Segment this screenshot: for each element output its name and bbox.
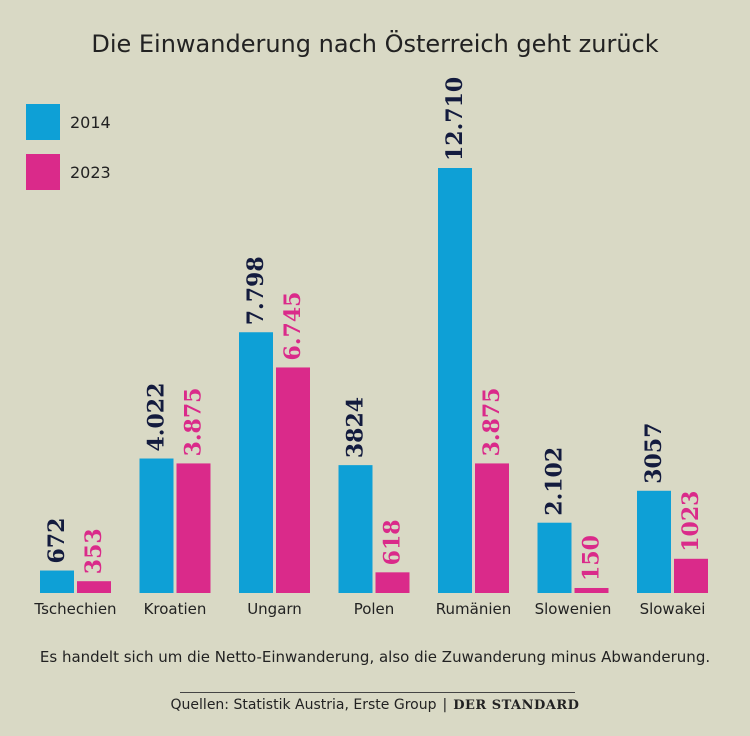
footnote: Es handelt sich um die Netto-Einwanderun… (39, 648, 711, 666)
brand-logo: DER STANDARD (453, 698, 580, 713)
category-label-rumänien: Rumänien (436, 600, 511, 618)
category-label-ungarn: Ungarn (247, 600, 302, 618)
bar-2014-slowakei (637, 490, 671, 593)
bar-2023-ungarn (276, 367, 310, 593)
bar-2014-ungarn (239, 332, 273, 593)
bar-2023-tschechien (77, 581, 111, 593)
bar-2023-slowakei (674, 558, 708, 593)
category-label-slowenien: Slowenien (535, 600, 612, 618)
bar-2023-slowenien (574, 587, 609, 593)
legend-label-2023: 2023 (70, 163, 111, 182)
bar-2014-rumänien (438, 168, 472, 593)
bar-2023-kroatien (176, 463, 211, 593)
category-label-polen: Polen (354, 600, 395, 618)
source-separator: | (442, 697, 448, 713)
category-label-tschechien: Tschechien (33, 600, 116, 618)
bar-2014-polen (338, 465, 373, 593)
footer-rule (180, 692, 575, 693)
data-label-2014-slowakei: 3057 (641, 423, 667, 484)
bar-2023-rumänien (475, 463, 509, 593)
data-label-2023-ungarn: 6.745 (280, 292, 306, 361)
data-label-2014-slowenien: 2.102 (542, 447, 568, 516)
bar-2014-kroatien (139, 458, 174, 593)
legend-swatch-2014 (26, 104, 60, 140)
bar-2014-tschechien (40, 570, 74, 593)
data-label-2014-rumänien: 12.710 (442, 77, 468, 161)
legend-swatch-2023 (26, 154, 60, 190)
legend-label-2014: 2014 (70, 113, 111, 132)
bar-chart: 672 353 Tschechien 4.022 3.875 Kroatien 7.798 6… (33, 77, 708, 618)
data-label-2023-rumänien: 3.875 (479, 388, 505, 457)
data-label-2023-tschechien: 353 (81, 528, 107, 574)
bar-2014-slowenien (537, 522, 572, 593)
data-label-2014-polen: 3824 (343, 397, 369, 458)
source-line: Quellen: Statistik Austria, Erste Group |… (0, 697, 750, 713)
source-text: Quellen: Statistik Austria, Erste Group (170, 697, 437, 713)
data-label-2023-polen: 618 (380, 519, 406, 565)
bar-2023-polen (375, 572, 410, 593)
category-label-kroatien: Kroatien (144, 600, 207, 618)
data-label-2014-kroatien: 4.022 (144, 383, 170, 452)
chart-title: Die Einwanderung nach Österreich geht zu… (91, 30, 659, 58)
data-label-2014-tschechien: 672 (44, 518, 70, 564)
category-label-slowakei: Slowakei (640, 600, 706, 618)
data-label-2023-slowakei: 1023 (678, 491, 704, 552)
data-label-2014-ungarn: 7.798 (243, 256, 269, 325)
data-label-2023-slowenien: 150 (579, 535, 605, 581)
data-label-2023-kroatien: 3.875 (181, 388, 207, 457)
